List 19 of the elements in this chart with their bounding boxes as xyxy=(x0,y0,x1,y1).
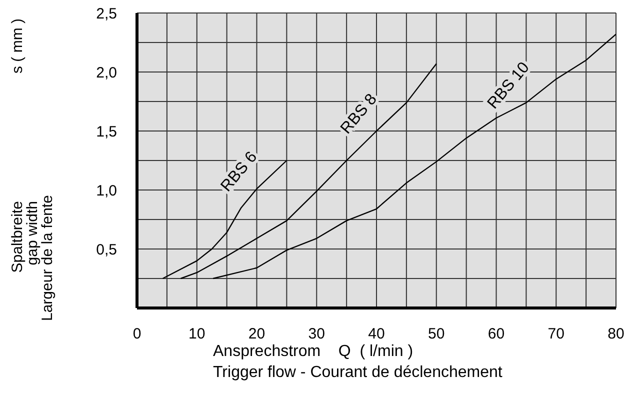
x-tick-label: 30 xyxy=(308,326,325,343)
x-tick-label: 80 xyxy=(608,326,624,343)
text: s ( mm ) xyxy=(9,18,26,76)
x-tick-label: 20 xyxy=(248,326,266,343)
y-tick-label: 0,5 xyxy=(96,241,117,258)
line-series xyxy=(180,63,437,280)
x-tick-label: 40 xyxy=(368,326,385,343)
y-tick-label: 2,5 xyxy=(96,5,117,22)
x-axis-title: Ansprechstrom Q ( l/min ) Trigger flow - Courant de déclenchement xyxy=(213,342,502,382)
x-tick-label: 70 xyxy=(548,326,564,343)
line-series xyxy=(212,34,616,280)
y-tick-label: 1,5 xyxy=(96,123,117,140)
x-tick-label: 60 xyxy=(488,326,505,343)
y-tick-label: 1,0 xyxy=(96,182,117,200)
x-tick-label: 0 xyxy=(132,326,142,343)
y-axis-title: Spaltbreite gap width Largeur de la fente xyxy=(9,195,56,321)
x-tick-label: 10 xyxy=(188,326,206,343)
y-tick-label: 2,0 xyxy=(96,64,117,82)
x-tick-label: 50 xyxy=(428,326,445,343)
